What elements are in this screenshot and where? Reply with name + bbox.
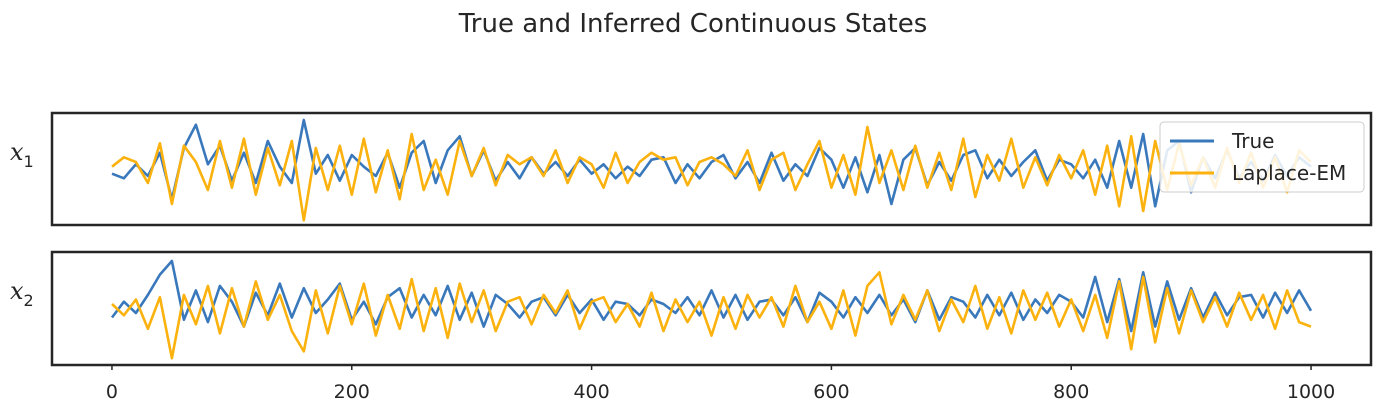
- legend-label-laplace-em: Laplace-EM: [1232, 161, 1346, 185]
- series-line-true: [110, 259, 1313, 333]
- series-line-true: [111, 118, 1312, 208]
- chart-title: True and Inferred Continuous States: [458, 9, 928, 39]
- panel-x1-ylabel-var: x: [10, 138, 24, 166]
- panel-x2-lines: [110, 259, 1313, 360]
- x-tick-label: 800: [1053, 381, 1089, 403]
- x-tick-label: 1000: [1287, 381, 1335, 403]
- legend: True Laplace-EM: [1159, 121, 1365, 193]
- panel-x2-ylabel-sub: 2: [24, 291, 34, 310]
- x-tick-label: 600: [813, 381, 849, 403]
- x-tick-label: 200: [334, 381, 370, 403]
- panel-x2-frame: [50, 250, 1373, 367]
- panel-x1-frame: [50, 111, 1373, 227]
- series-line-laplace-em: [111, 125, 1312, 222]
- panel-x1-lines: [111, 118, 1312, 222]
- panel-x2: x2: [10, 250, 1373, 367]
- series-line-laplace-em: [111, 270, 1312, 360]
- x-tick-label: 400: [573, 381, 609, 403]
- panel-x2-ylabel: x2: [10, 277, 34, 310]
- x-tick-label: 0: [106, 381, 118, 403]
- panel-x1-ylabel-sub: 1: [24, 152, 34, 171]
- panel-x1-ylabel: x1: [10, 138, 34, 171]
- legend-label-true: True: [1231, 129, 1274, 153]
- panel-x1: x1 True Laplace-EM: [10, 111, 1373, 227]
- panel-x2-ylabel-var: x: [10, 277, 24, 305]
- x-axis: 0 200 400 600 800 1000: [106, 365, 1335, 403]
